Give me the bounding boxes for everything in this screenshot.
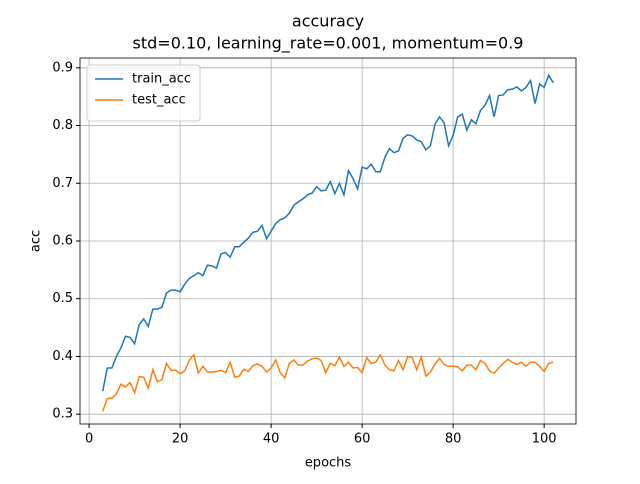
y-tick-label: 0.8 xyxy=(52,118,73,133)
y-axis-label: acc xyxy=(29,230,44,252)
x-tick-label: 80 xyxy=(445,432,462,447)
line-series xyxy=(102,353,554,412)
chart-title: accuracy xyxy=(292,12,364,31)
x-axis-label: epochs xyxy=(305,456,352,471)
legend-label: test_acc xyxy=(132,93,186,108)
y-tick-label: 0.9 xyxy=(52,60,73,75)
y-tick-label: 0.3 xyxy=(52,407,73,422)
y-tick-label: 0.7 xyxy=(52,176,73,191)
x-tick-label: 60 xyxy=(354,432,371,447)
plot-frame xyxy=(79,57,577,425)
x-tick-label: 20 xyxy=(172,432,189,447)
legend-label: train_acc xyxy=(132,72,191,87)
x-tick-label: 40 xyxy=(263,432,280,447)
x-tick-label: 100 xyxy=(532,432,557,447)
y-tick-label: 0.5 xyxy=(52,291,73,306)
y-tick-label: 0.4 xyxy=(52,349,73,364)
chart-subtitle: std=0.10, learning_rate=0.001, momentum=… xyxy=(133,34,524,54)
y-tick-label: 0.6 xyxy=(52,234,73,249)
line-series xyxy=(102,73,554,392)
x-tick-label: 0 xyxy=(85,432,93,447)
